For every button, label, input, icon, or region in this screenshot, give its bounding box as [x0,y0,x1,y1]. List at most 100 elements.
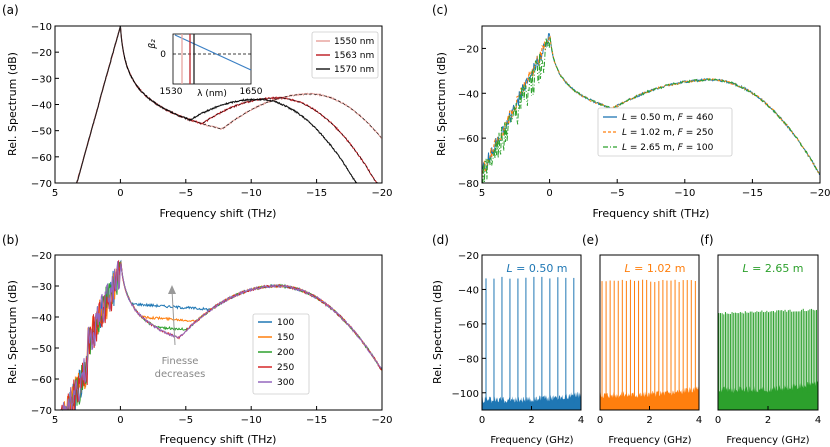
inset-xtick-1650: 1650 [240,87,263,97]
panel-a-lines [55,25,382,184]
legend-label-150: 150 [277,333,294,343]
legend-102-part-2: = 1.02 m, [627,128,678,138]
panel-b-xtick-label: −20 [371,415,392,426]
panel-f-title: L = 2.65 m [742,262,803,275]
panel-3-ytick-label: −60 [458,320,479,331]
panel-f-title-L: L [742,262,748,275]
panel-3-ytick-label: −40 [458,285,479,296]
panel-b-series-150 [55,261,382,411]
legend-050-part-3: F [678,113,684,123]
panel-c-series-2 [482,37,820,184]
panel-b-series-100 [55,259,382,411]
panel-b-xtick-label: 0 [117,415,123,426]
legend-label-265: L = 2.65 m, F = 100 [622,143,714,153]
panel-b-series-250 [55,259,382,411]
panel-a-ytick-label: −30 [31,74,52,85]
panel-a: (a) 5 0 −5 −10 −15 −20 −10−20−30−40−50−60−70 … [2,3,393,220]
panel-a-legend: 1550 nm 1563 nm 1570 nm [311,31,379,79]
panel-b-ytick-label: −40 [31,313,52,324]
panel-c-xtick-label: 0 [546,188,552,199]
panel-a-ytick-label: −50 [31,127,52,138]
legend-box [597,107,733,157]
panel-b-ytick-label: −60 [31,375,52,386]
legend-label-200: 200 [277,348,294,358]
panel-a-xlabel: Frequency shift (THz) [160,207,277,220]
panel-a-ytick-label: −40 [31,101,52,112]
panel-a-ytick-label: −20 [31,48,52,59]
panel-b-series-200 [55,262,382,411]
panel-a-ylabel: Rel. Spectrum (dB) [6,52,19,156]
panel-a-xtick-label: 0 [117,188,123,199]
panel-b: (b) 5 0 −5 −10 −15 −20 −20 −30 −40 −50 −60 −70 Fre… [2,233,393,446]
inset-frame [172,33,252,85]
panel-c-frame [481,25,821,184]
panel-d-xlabel: Frequency (GHz) [490,435,573,446]
panel-d-title-value: = 0.50 m [513,262,568,275]
panel-b-label: (b) [2,233,19,247]
panel-e-title: L = 1.02 m [624,262,685,275]
panel-d: (d) 0 2 4 −20 −40 −60 −80 −100 Frequency (GHz)… [431,233,584,446]
panel-b-xticks: 5 0 −5 −10 −15 −20 [52,406,393,426]
panel-e-frame [599,254,700,411]
panel-d-title: L = 0.50 m [506,262,567,275]
inset-xtick-1530: 1530 [160,87,183,97]
panel-c-xtick-label: −5 [610,188,625,199]
panel-c-lines [481,33,820,184]
panel-a-xtick-label: −20 [371,188,392,199]
panel-d-ylabel: Rel. Spectrum (dB) [431,280,444,384]
panel-b-yticks: −20 −30 −40 −50 −60 −70 [31,251,59,417]
panel-b-series-300 [55,261,382,411]
panel-c-ytick-label: −60 [458,134,479,145]
panel-c-xtick-label: −15 [742,188,763,199]
legend-102-part-3: F [678,128,684,138]
panel-f-xlabel: Frequency (GHz) [726,435,809,446]
panel-c-legend: L = 0.50 m, F = 460 L = 1.02 m, F = 250 … [597,107,733,157]
legend-102-part-1: L [622,128,627,138]
legend-102-part-4: = 250 [683,128,714,138]
panel-a-inset: 0 β₂ 1530 1650 λ (nm) [148,33,263,99]
panel-3-ytick-label: −100 [452,389,479,400]
panel-b-ytick-label: −70 [31,406,52,417]
panel-d-title-L: L [506,262,512,275]
panel-c-yticks: −20 −40 −60 −80 [458,44,486,190]
panel-4-xtick-label: 2 [646,415,652,426]
panel-a-ytick-label: −60 [31,153,52,164]
panel-b-ytick-label: −20 [31,251,52,262]
panel-a-label: (a) [2,3,19,17]
legend-label-250: 250 [277,363,294,373]
inset-xlabel: λ (nm) [197,89,227,99]
legend-265-part-4: = 100 [683,143,714,153]
panel-4-noise [600,386,699,410]
panel-a-xtick-label: 5 [52,188,58,199]
legend-label-1563: 1563 nm [334,51,374,61]
panel-b-ytick-label: −50 [31,344,52,355]
panel-c-ylabel: Rel. Spectrum (dB) [435,52,448,156]
panel-3-noise [482,391,581,410]
panel-a-xticks: 5 0 −5 −10 −15 −20 [52,179,393,199]
panel-b-ytick-label: −30 [31,282,52,293]
panel-a-ytick-label: −70 [31,179,52,190]
legend-050-part-4: = 460 [683,113,714,123]
panel-b-xtick-label: −10 [241,415,262,426]
legend-box [252,313,310,395]
panel-c: (c) 5 0 −5 −10 −15 −20 −20 −40 −60 −80 Frequency… [432,3,830,220]
legend-265-part-1: L [622,143,627,153]
panel-a-xtick-label: −5 [178,188,193,199]
legend-label-102: L = 1.02 m, F = 250 [622,128,714,138]
panel-c-xtick-label: −20 [809,188,830,199]
panel-c-xticks: 5 0 −5 −10 −15 −20 [479,179,830,199]
panel-a-xtick-label: −10 [241,188,262,199]
panel-e-lines [600,279,699,410]
legend-050-part-1: L [622,113,627,123]
panel-e-xlabel: Frequency (GHz) [608,435,691,446]
finesse-arrow-shaft [171,289,176,346]
panel-b-legend: 100 150 200 250 300 [252,313,310,395]
legend-050-part-2: = 0.50 m, [627,113,678,123]
panel-4-xtick-label: 4 [696,415,702,426]
panel-d-label: (d) [432,233,449,247]
panel-b-lines [55,259,382,411]
panel-a-theory-2 [124,56,381,184]
legend-265-part-2: = 2.65 m, [627,143,678,153]
panel-e-xticks: 0 2 4 [597,406,702,426]
